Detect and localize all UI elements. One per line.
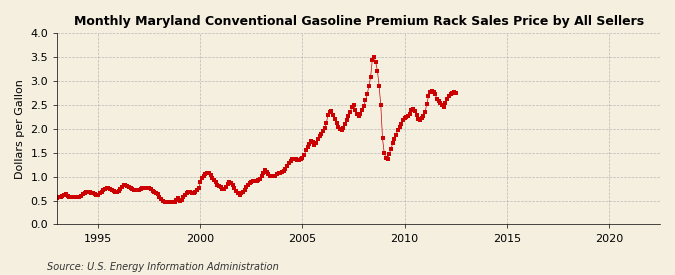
Text: Source: U.S. Energy Information Administration: Source: U.S. Energy Information Administ… [47,262,279,272]
Y-axis label: Dollars per Gallon: Dollars per Gallon [15,79,25,179]
Title: Monthly Maryland Conventional Gasoline Premium Rack Sales Price by All Sellers: Monthly Maryland Conventional Gasoline P… [74,15,644,28]
